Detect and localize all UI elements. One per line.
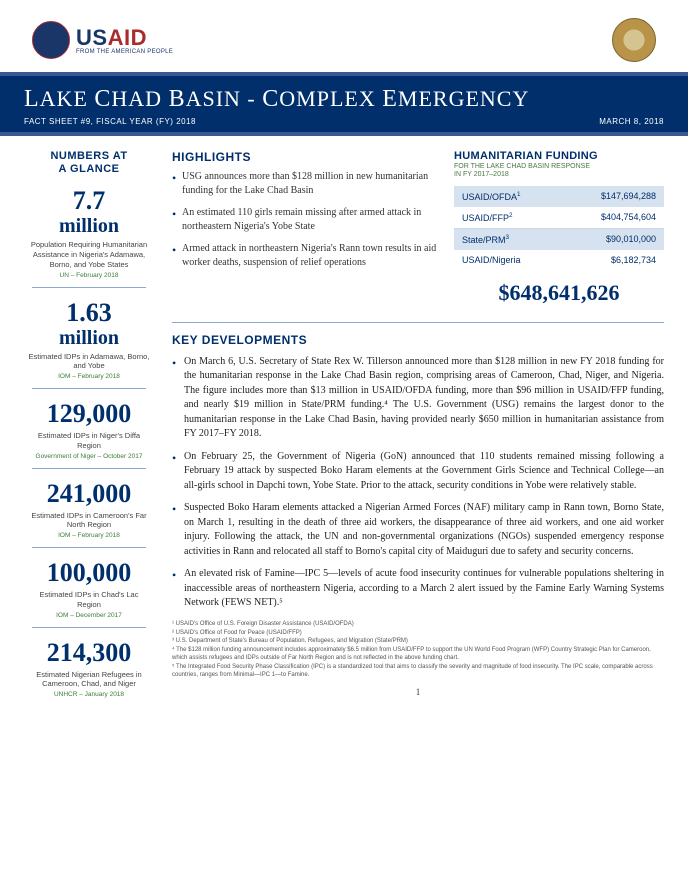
funding-table: USAID/OFDA1 $147,694,288 USAID/FFP2 $404… <box>454 186 664 270</box>
funding-label: State/PRM3 <box>462 234 509 245</box>
stat-description: Estimated Nigerian Refugees in Cameroon,… <box>24 670 154 690</box>
stat-description: Estimated IDPs in Adamawa, Borno, and Yo… <box>24 352 154 372</box>
stat-description: Estimated IDPs in Cameroon's Far North R… <box>24 511 154 531</box>
highlight-item: USG announces more than $128 million in … <box>172 170 440 198</box>
key-developments-section: KEY DEVELOPMENTS On March 6, U.S. Secret… <box>172 333 664 611</box>
footnote: ⁵ The Integrated Food Security Phase Cla… <box>172 664 664 680</box>
funding-amount: $90,010,000 <box>606 234 656 245</box>
stat-number: 241,000 <box>24 481 154 507</box>
stat-number: 129,000 <box>24 401 154 427</box>
stat-number: 7.7 <box>24 188 154 214</box>
stat-number: 214,300 <box>24 640 154 666</box>
funding-subheading: FOR THE LAKE CHAD BASIN RESPONSEIN FY 20… <box>454 163 664 180</box>
factsheet-number: FACT SHEET #9, FISCAL YEAR (FY) 2018 <box>24 117 196 126</box>
keydev-item: On February 25, the Government of Nigeri… <box>172 450 664 494</box>
document-title: LAKE CHAD BASIN - COMPLEX EMERGENCY <box>24 86 664 113</box>
funding-row: USAID/OFDA1 $147,694,288 <box>454 186 664 207</box>
highlight-item: An estimated 110 girls remain missing af… <box>172 206 440 234</box>
funding-row: State/PRM3 $90,010,000 <box>454 229 664 250</box>
funding-section: HUMANITARIAN FUNDING FOR THE LAKE CHAD B… <box>454 150 664 306</box>
usaid-wordmark: USAID <box>76 25 173 51</box>
stat-source: IOM – February 2018 <box>24 373 154 380</box>
keydev-item: On March 6, U.S. Secretary of State Rex … <box>172 355 664 442</box>
funding-row: USAID/FFP2 $404,754,604 <box>454 207 664 229</box>
highlights-section: HIGHLIGHTS USG announces more than $128 … <box>172 150 440 306</box>
funding-amount: $147,694,288 <box>601 191 656 202</box>
stat-block: 241,000 Estimated IDPs in Cameroon's Far… <box>24 481 154 540</box>
section-divider <box>172 322 664 323</box>
stat-description: Population Requiring Humanitarian Assist… <box>24 240 154 269</box>
footnotes: ¹ USAID's Office of U.S. Foreign Disaste… <box>172 621 664 680</box>
footnote: ⁴ The $128 million funding announcement … <box>172 647 664 663</box>
stat-block: 1.63 million Estimated IDPs in Adamawa, … <box>24 300 154 381</box>
highlights-heading: HIGHLIGHTS <box>172 150 440 164</box>
funding-label: USAID/OFDA1 <box>462 191 521 202</box>
funding-total: $648,641,626 <box>454 280 664 306</box>
title-bar: LAKE CHAD BASIN - COMPLEX EMERGENCY FACT… <box>0 72 688 136</box>
divider <box>32 388 146 389</box>
stat-unit: million <box>24 328 154 348</box>
document-date: MARCH 8, 2018 <box>599 117 664 126</box>
funding-label: USAID/Nigeria <box>462 255 521 265</box>
funding-amount: $6,182,734 <box>611 255 656 265</box>
stat-source: UNHCR – January 2018 <box>24 691 154 698</box>
stat-source: Government of Niger – October 2017 <box>24 453 154 460</box>
stat-block: 214,300 Estimated Nigerian Refugees in C… <box>24 640 154 699</box>
usaid-tagline: FROM THE AMERICAN PEOPLE <box>76 49 173 55</box>
usaid-logo: USAID FROM THE AMERICAN PEOPLE <box>32 21 173 59</box>
funding-label: USAID/FFP2 <box>462 212 513 223</box>
page-number: 1 <box>172 687 664 697</box>
stat-number: 100,000 <box>24 560 154 586</box>
stat-block: 7.7 million Population Requiring Humanit… <box>24 188 154 278</box>
funding-row: USAID/Nigeria $6,182,734 <box>454 250 664 270</box>
funding-heading: HUMANITARIAN FUNDING <box>454 150 664 162</box>
divider <box>32 468 146 469</box>
divider <box>32 627 146 628</box>
stat-block: 100,000 Estimated IDPs in Chad's Lac Reg… <box>24 560 154 619</box>
stat-block: 129,000 Estimated IDPs in Niger's Diffa … <box>24 401 154 460</box>
divider <box>32 287 146 288</box>
highlights-list: USG announces more than $128 million in … <box>172 170 440 270</box>
stat-source: UN – February 2018 <box>24 272 154 279</box>
stat-number: 1.63 <box>24 300 154 326</box>
funding-amount: $404,754,604 <box>601 212 656 223</box>
state-dept-seal-icon <box>612 18 656 62</box>
stat-description: Estimated IDPs in Niger's Diffa Region <box>24 431 154 451</box>
keydev-list: On March 6, U.S. Secretary of State Rex … <box>172 355 664 611</box>
footnote: ³ U.S. Department of State's Bureau of P… <box>172 638 664 646</box>
keydev-heading: KEY DEVELOPMENTS <box>172 333 664 347</box>
numbers-at-a-glance-sidebar: NUMBERS ATA GLANCE 7.7 million Populatio… <box>24 150 154 698</box>
keydev-item: Suspected Boko Haram elements attacked a… <box>172 501 664 559</box>
keydev-item: An elevated risk of Famine—IPC 5—levels … <box>172 567 664 611</box>
header-logos: USAID FROM THE AMERICAN PEOPLE <box>24 18 664 72</box>
footnote: ² USAID's Office of Food for Peace (USAI… <box>172 630 664 638</box>
usaid-seal-icon <box>32 21 70 59</box>
naag-heading: NUMBERS ATA GLANCE <box>24 150 154 176</box>
highlight-item: Armed attack in northeastern Nigeria's R… <box>172 242 440 270</box>
footnote: ¹ USAID's Office of U.S. Foreign Disaste… <box>172 621 664 629</box>
stat-source: IOM – February 2018 <box>24 532 154 539</box>
stat-description: Estimated IDPs in Chad's Lac Region <box>24 590 154 610</box>
stat-unit: million <box>24 216 154 236</box>
stat-source: IOM – December 2017 <box>24 612 154 619</box>
divider <box>32 547 146 548</box>
